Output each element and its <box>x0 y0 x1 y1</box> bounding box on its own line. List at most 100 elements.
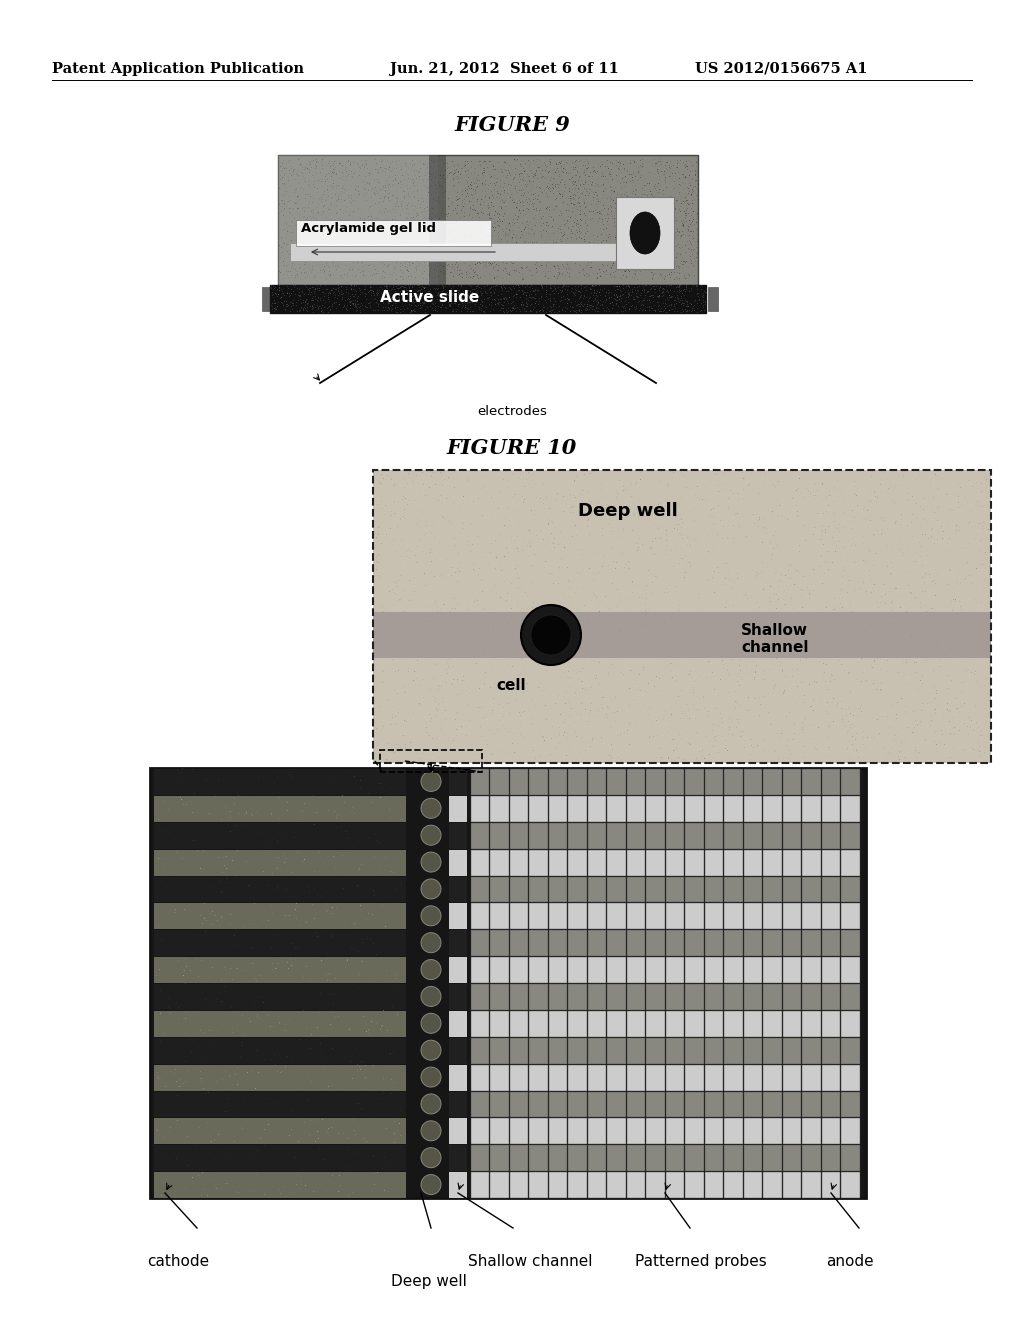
Bar <box>666 1146 684 1171</box>
Bar <box>743 1011 762 1036</box>
Bar <box>607 1146 626 1171</box>
Bar <box>705 1038 723 1064</box>
Bar <box>607 1172 626 1199</box>
Bar <box>529 957 548 983</box>
Bar <box>841 770 859 795</box>
Bar <box>802 903 820 929</box>
Text: Deep well: Deep well <box>578 502 678 520</box>
Bar <box>724 1011 742 1036</box>
Bar <box>646 796 665 822</box>
Bar <box>529 876 548 903</box>
Bar <box>262 286 272 312</box>
Bar <box>708 286 718 312</box>
Bar <box>510 796 528 822</box>
Bar <box>841 796 859 822</box>
Circle shape <box>421 1040 441 1060</box>
Bar <box>705 770 723 795</box>
Circle shape <box>421 1094 441 1114</box>
Bar <box>821 983 840 1010</box>
Bar <box>782 1092 801 1117</box>
Bar <box>607 931 626 956</box>
Bar <box>607 983 626 1010</box>
Bar <box>705 796 723 822</box>
Bar <box>470 1146 489 1171</box>
Bar <box>821 957 840 983</box>
Bar <box>627 931 645 956</box>
Bar <box>607 822 626 849</box>
Bar <box>802 796 820 822</box>
Bar <box>627 822 645 849</box>
Bar <box>490 1092 509 1117</box>
Text: FIGURE 9: FIGURE 9 <box>454 115 570 135</box>
Bar <box>529 1172 548 1199</box>
Circle shape <box>421 906 441 925</box>
Bar <box>549 770 567 795</box>
Bar <box>529 1065 548 1090</box>
Bar <box>685 850 703 875</box>
Bar <box>841 822 859 849</box>
Bar <box>449 983 467 1010</box>
Circle shape <box>421 1121 441 1140</box>
Text: Patterned probes: Patterned probes <box>635 1254 767 1269</box>
Text: cathode: cathode <box>147 1254 209 1269</box>
Bar <box>607 770 626 795</box>
Bar <box>743 931 762 956</box>
Bar <box>278 154 437 285</box>
Bar <box>549 822 567 849</box>
Bar <box>568 1092 587 1117</box>
Bar <box>724 1065 742 1090</box>
Bar <box>666 876 684 903</box>
Bar <box>549 1065 567 1090</box>
Bar <box>821 1092 840 1117</box>
Bar <box>627 957 645 983</box>
Circle shape <box>421 799 441 818</box>
Bar <box>490 931 509 956</box>
Bar <box>763 1118 781 1144</box>
Bar <box>510 957 528 983</box>
Bar <box>270 285 706 313</box>
Circle shape <box>421 933 441 953</box>
Bar <box>782 1065 801 1090</box>
Bar <box>470 983 489 1010</box>
Bar <box>154 1172 406 1199</box>
Bar <box>490 1038 509 1064</box>
Bar <box>685 1011 703 1036</box>
Bar <box>510 1092 528 1117</box>
Bar <box>724 931 742 956</box>
Bar <box>743 876 762 903</box>
Circle shape <box>521 605 581 665</box>
Bar <box>154 796 406 822</box>
Bar <box>510 1038 528 1064</box>
Bar <box>380 750 482 772</box>
Bar <box>490 770 509 795</box>
Bar <box>568 796 587 822</box>
Bar <box>743 1146 762 1171</box>
Bar <box>470 876 489 903</box>
Bar <box>627 1011 645 1036</box>
Bar <box>724 983 742 1010</box>
Bar <box>841 876 859 903</box>
Bar <box>510 1146 528 1171</box>
Bar <box>705 957 723 983</box>
Bar <box>724 1092 742 1117</box>
Bar <box>588 931 606 956</box>
Bar <box>588 1118 606 1144</box>
Bar <box>646 1011 665 1036</box>
Bar <box>705 1065 723 1090</box>
Bar <box>724 770 742 795</box>
Bar <box>490 957 509 983</box>
Bar <box>373 470 991 763</box>
Bar <box>449 957 467 983</box>
Bar <box>490 1172 509 1199</box>
Bar <box>646 1118 665 1144</box>
Bar <box>510 850 528 875</box>
Bar <box>802 822 820 849</box>
Bar <box>627 1038 645 1064</box>
Bar <box>763 983 781 1010</box>
Bar <box>607 1118 626 1144</box>
Bar <box>841 957 859 983</box>
Bar <box>821 1172 840 1199</box>
Bar <box>588 1038 606 1064</box>
Circle shape <box>421 1147 441 1168</box>
Bar <box>705 1146 723 1171</box>
